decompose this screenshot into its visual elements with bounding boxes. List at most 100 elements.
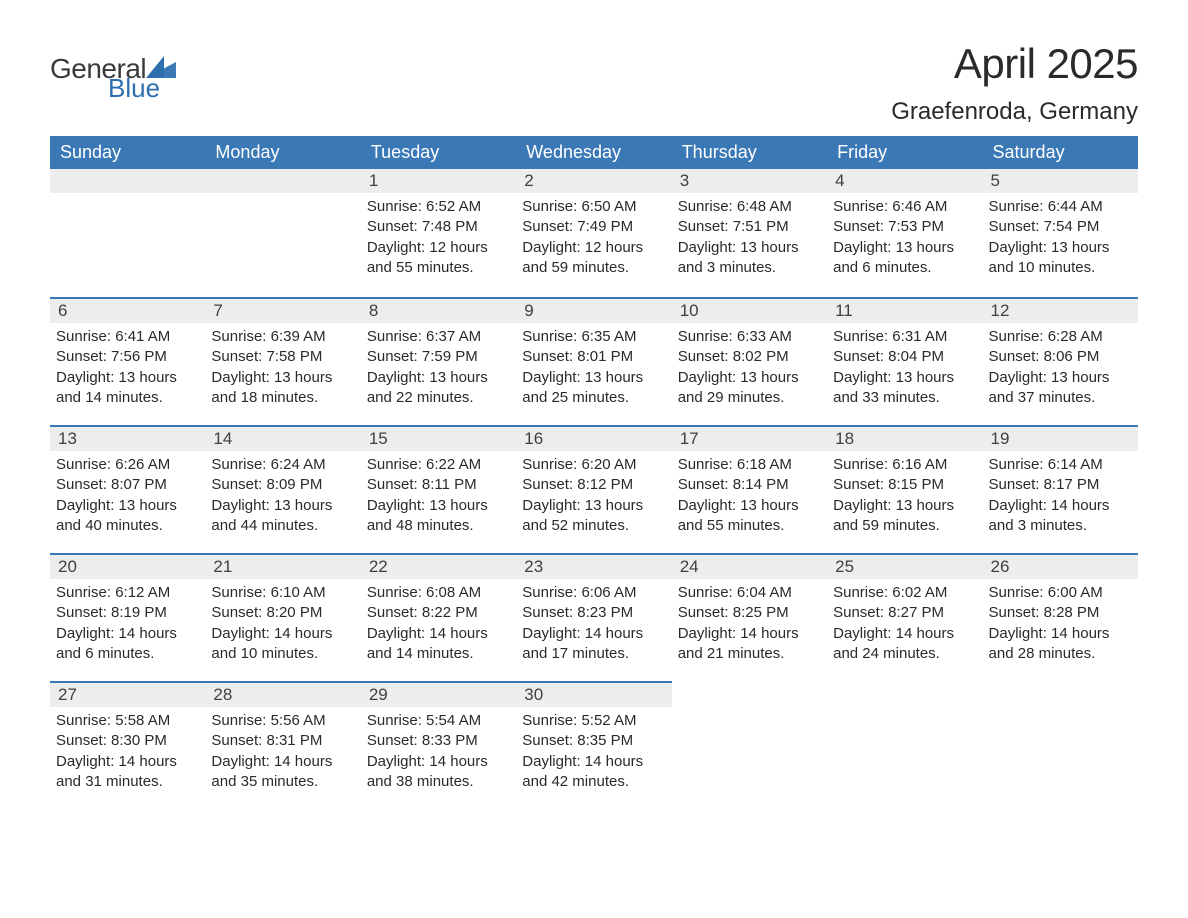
day-details: Sunrise: 6:06 AMSunset: 8:23 PMDaylight:…: [516, 579, 671, 672]
day-details: Sunrise: 5:58 AMSunset: 8:30 PMDaylight:…: [50, 707, 205, 800]
calendar-day-cell: 1Sunrise: 6:52 AMSunset: 7:48 PMDaylight…: [361, 169, 516, 297]
daylight-line: Daylight: 14 hours and 17 minutes.: [522, 624, 663, 665]
daylight-line: Daylight: 13 hours and 37 minutes.: [989, 368, 1130, 409]
day-number: 29: [361, 681, 516, 707]
day-number: 9: [516, 297, 671, 323]
day-number: 23: [516, 553, 671, 579]
sunset-line: Sunset: 8:35 PM: [522, 731, 663, 751]
day-number: 14: [205, 425, 360, 451]
daylight-line: Daylight: 13 hours and 18 minutes.: [211, 368, 352, 409]
sunrise-line: Sunrise: 6:33 AM: [678, 327, 819, 347]
day-details: Sunrise: 6:00 AMSunset: 8:28 PMDaylight:…: [983, 579, 1138, 672]
month-title: April 2025: [891, 40, 1138, 88]
day-number: 4: [827, 169, 982, 193]
weekday-header: Thursday: [672, 136, 827, 169]
weekday-header-row: SundayMondayTuesdayWednesdayThursdayFrid…: [50, 136, 1138, 169]
calendar-day-cell: 23Sunrise: 6:06 AMSunset: 8:23 PMDayligh…: [516, 553, 671, 681]
day-details: Sunrise: 6:10 AMSunset: 8:20 PMDaylight:…: [205, 579, 360, 672]
day-details: Sunrise: 6:48 AMSunset: 7:51 PMDaylight:…: [672, 193, 827, 286]
calendar-empty-cell: [827, 681, 982, 809]
daylight-line: Daylight: 14 hours and 31 minutes.: [56, 752, 197, 793]
daylight-line: Daylight: 14 hours and 21 minutes.: [678, 624, 819, 665]
day-number: 10: [672, 297, 827, 323]
daylight-line: Daylight: 14 hours and 38 minutes.: [367, 752, 508, 793]
sunset-line: Sunset: 8:25 PM: [678, 603, 819, 623]
daylight-line: Daylight: 13 hours and 59 minutes.: [833, 496, 974, 537]
sunset-line: Sunset: 8:15 PM: [833, 475, 974, 495]
calendar-day-cell: 25Sunrise: 6:02 AMSunset: 8:27 PMDayligh…: [827, 553, 982, 681]
calendar-day-cell: 17Sunrise: 6:18 AMSunset: 8:14 PMDayligh…: [672, 425, 827, 553]
calendar-week-row: 1Sunrise: 6:52 AMSunset: 7:48 PMDaylight…: [50, 169, 1138, 297]
calendar-day-cell: 10Sunrise: 6:33 AMSunset: 8:02 PMDayligh…: [672, 297, 827, 425]
sunset-line: Sunset: 8:23 PM: [522, 603, 663, 623]
daylight-line: Daylight: 12 hours and 55 minutes.: [367, 238, 508, 279]
calendar-day-cell: 8Sunrise: 6:37 AMSunset: 7:59 PMDaylight…: [361, 297, 516, 425]
day-details: Sunrise: 6:46 AMSunset: 7:53 PMDaylight:…: [827, 193, 982, 286]
calendar-day-cell: 20Sunrise: 6:12 AMSunset: 8:19 PMDayligh…: [50, 553, 205, 681]
calendar-day-cell: 24Sunrise: 6:04 AMSunset: 8:25 PMDayligh…: [672, 553, 827, 681]
sunset-line: Sunset: 8:01 PM: [522, 347, 663, 367]
day-details: Sunrise: 6:12 AMSunset: 8:19 PMDaylight:…: [50, 579, 205, 672]
sunset-line: Sunset: 7:58 PM: [211, 347, 352, 367]
sunset-line: Sunset: 7:54 PM: [989, 217, 1130, 237]
header: General Blue April 2025 Graefenroda, Ger…: [50, 40, 1138, 126]
calendar-day-cell: 6Sunrise: 6:41 AMSunset: 7:56 PMDaylight…: [50, 297, 205, 425]
sunset-line: Sunset: 8:31 PM: [211, 731, 352, 751]
day-number: 1: [361, 169, 516, 193]
day-number: 18: [827, 425, 982, 451]
day-details: Sunrise: 6:52 AMSunset: 7:48 PMDaylight:…: [361, 193, 516, 286]
daylight-line: Daylight: 13 hours and 6 minutes.: [833, 238, 974, 279]
logo-text-blue: Blue: [108, 77, 176, 100]
calendar-day-cell: 15Sunrise: 6:22 AMSunset: 8:11 PMDayligh…: [361, 425, 516, 553]
title-block: April 2025 Graefenroda, Germany: [891, 40, 1138, 126]
calendar-table: SundayMondayTuesdayWednesdayThursdayFrid…: [50, 136, 1138, 809]
daylight-line: Daylight: 14 hours and 6 minutes.: [56, 624, 197, 665]
day-details: Sunrise: 6:08 AMSunset: 8:22 PMDaylight:…: [361, 579, 516, 672]
daylight-line: Daylight: 13 hours and 22 minutes.: [367, 368, 508, 409]
sunset-line: Sunset: 8:28 PM: [989, 603, 1130, 623]
calendar-day-cell: 18Sunrise: 6:16 AMSunset: 8:15 PMDayligh…: [827, 425, 982, 553]
daylight-line: Daylight: 13 hours and 48 minutes.: [367, 496, 508, 537]
calendar-day-cell: 12Sunrise: 6:28 AMSunset: 8:06 PMDayligh…: [983, 297, 1138, 425]
day-details: Sunrise: 6:44 AMSunset: 7:54 PMDaylight:…: [983, 193, 1138, 286]
weekday-header: Saturday: [983, 136, 1138, 169]
sunset-line: Sunset: 8:27 PM: [833, 603, 974, 623]
sunset-line: Sunset: 7:51 PM: [678, 217, 819, 237]
daylight-line: Daylight: 14 hours and 28 minutes.: [989, 624, 1130, 665]
calendar-day-cell: 29Sunrise: 5:54 AMSunset: 8:33 PMDayligh…: [361, 681, 516, 809]
sunset-line: Sunset: 8:04 PM: [833, 347, 974, 367]
sunset-line: Sunset: 8:30 PM: [56, 731, 197, 751]
day-details: Sunrise: 6:37 AMSunset: 7:59 PMDaylight:…: [361, 323, 516, 416]
sunset-line: Sunset: 7:59 PM: [367, 347, 508, 367]
weekday-header: Wednesday: [516, 136, 671, 169]
sunset-line: Sunset: 8:19 PM: [56, 603, 197, 623]
calendar-day-cell: 28Sunrise: 5:56 AMSunset: 8:31 PMDayligh…: [205, 681, 360, 809]
calendar-day-cell: 5Sunrise: 6:44 AMSunset: 7:54 PMDaylight…: [983, 169, 1138, 297]
calendar-day-cell: 4Sunrise: 6:46 AMSunset: 7:53 PMDaylight…: [827, 169, 982, 297]
calendar-day-cell: 9Sunrise: 6:35 AMSunset: 8:01 PMDaylight…: [516, 297, 671, 425]
empty-day-number: [205, 169, 360, 193]
calendar-week-row: 20Sunrise: 6:12 AMSunset: 8:19 PMDayligh…: [50, 553, 1138, 681]
sunrise-line: Sunrise: 5:56 AM: [211, 711, 352, 731]
weekday-header: Tuesday: [361, 136, 516, 169]
calendar-day-cell: 27Sunrise: 5:58 AMSunset: 8:30 PMDayligh…: [50, 681, 205, 809]
sunrise-line: Sunrise: 6:31 AM: [833, 327, 974, 347]
day-number: 2: [516, 169, 671, 193]
sunset-line: Sunset: 8:17 PM: [989, 475, 1130, 495]
day-details: Sunrise: 6:20 AMSunset: 8:12 PMDaylight:…: [516, 451, 671, 544]
sunrise-line: Sunrise: 6:44 AM: [989, 197, 1130, 217]
daylight-line: Daylight: 13 hours and 44 minutes.: [211, 496, 352, 537]
sunset-line: Sunset: 8:09 PM: [211, 475, 352, 495]
sunrise-line: Sunrise: 6:12 AM: [56, 583, 197, 603]
day-details: Sunrise: 6:50 AMSunset: 7:49 PMDaylight:…: [516, 193, 671, 286]
day-number: 3: [672, 169, 827, 193]
sunrise-line: Sunrise: 6:24 AM: [211, 455, 352, 475]
weekday-header: Sunday: [50, 136, 205, 169]
calendar-empty-cell: [50, 169, 205, 297]
sunset-line: Sunset: 8:02 PM: [678, 347, 819, 367]
sunrise-line: Sunrise: 6:37 AM: [367, 327, 508, 347]
sunset-line: Sunset: 8:12 PM: [522, 475, 663, 495]
calendar-day-cell: 26Sunrise: 6:00 AMSunset: 8:28 PMDayligh…: [983, 553, 1138, 681]
day-number: 21: [205, 553, 360, 579]
empty-day-number: [50, 169, 205, 193]
